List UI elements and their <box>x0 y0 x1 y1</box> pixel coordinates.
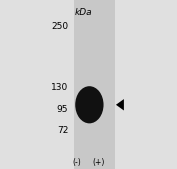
Ellipse shape <box>75 86 104 123</box>
Text: kDa: kDa <box>74 8 92 17</box>
Text: 130: 130 <box>51 83 68 92</box>
Text: 95: 95 <box>57 104 68 114</box>
Text: (+): (+) <box>92 158 104 167</box>
Text: 72: 72 <box>57 126 68 136</box>
Text: 250: 250 <box>51 22 68 31</box>
Polygon shape <box>116 99 124 111</box>
Bar <box>74 0 115 169</box>
Text: (-): (-) <box>73 158 81 167</box>
